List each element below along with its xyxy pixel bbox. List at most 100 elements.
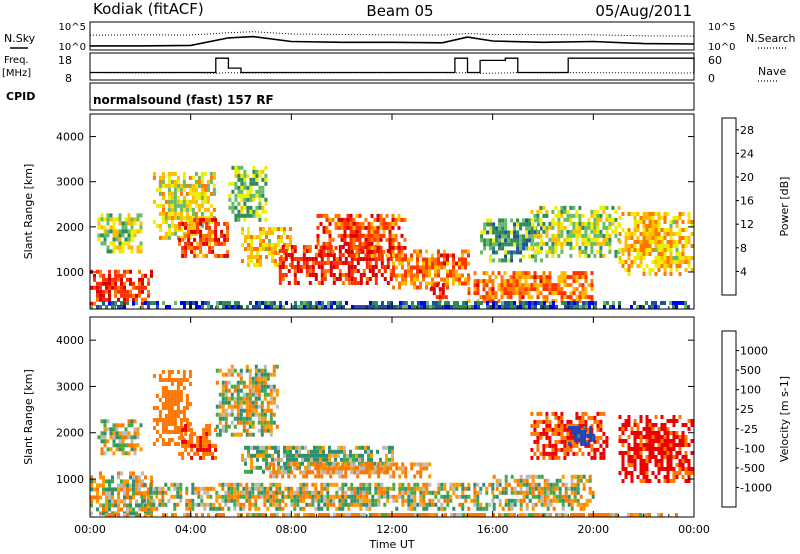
range-gate-cell — [645, 435, 649, 439]
range-gate-cell — [455, 482, 459, 487]
range-gate-cell — [510, 242, 514, 247]
range-gate-cell — [108, 281, 111, 286]
range-gate-cell — [672, 475, 676, 479]
range-gate-cell — [114, 289, 117, 294]
range-gate-cell — [395, 253, 398, 258]
range-gate-cell — [167, 235, 171, 240]
range-gate-cell — [191, 486, 195, 491]
range-gate-cell — [170, 402, 174, 406]
range-gate-cell — [560, 419, 564, 424]
range-gate-cell — [573, 305, 576, 309]
range-gate-cell — [350, 273, 354, 277]
range-gate-cell — [109, 213, 113, 218]
range-gate-cell — [525, 222, 529, 227]
range-gate-cell — [130, 439, 134, 444]
range-gate-cell — [325, 213, 329, 218]
range-gate-cell — [605, 233, 609, 238]
range-gate-cell — [329, 261, 333, 265]
range-gate-cell — [561, 506, 565, 511]
range-gate-cell — [515, 279, 519, 284]
range-gate-cell — [675, 431, 679, 435]
range-gate-cell — [557, 287, 561, 292]
range-gate-cell — [259, 255, 262, 259]
range-gate-cell — [277, 453, 280, 458]
range-gate-cell — [258, 305, 261, 309]
range-gate-cell — [576, 301, 579, 305]
range-gate-cell — [126, 293, 129, 298]
range-gate-cell — [687, 305, 690, 309]
range-gate-cell — [170, 406, 174, 410]
range-gate-cell — [687, 459, 691, 463]
range-gate-cell — [205, 451, 209, 456]
range-gate-cell — [521, 287, 525, 292]
range-gate-cell — [185, 191, 189, 196]
range-gate-cell — [339, 513, 342, 517]
range-gate-cell — [97, 221, 101, 226]
range-gate-cell — [245, 428, 249, 433]
range-gate-cell — [410, 498, 414, 503]
range-gate-cell — [167, 227, 171, 232]
range-gate-cell — [289, 227, 292, 231]
range-gate-cell — [639, 431, 643, 435]
range-gate-cell — [359, 281, 363, 285]
range-gate-cell — [551, 455, 555, 460]
range-gate-cell — [311, 265, 315, 269]
range-gate-cell — [432, 305, 435, 309]
range-gate-cell — [669, 451, 673, 455]
range-gate-cell — [575, 225, 579, 230]
range-gate-cell — [506, 279, 510, 284]
range-gate-cell — [187, 241, 191, 246]
range-gate-cell — [587, 237, 591, 242]
range-gate-cell — [126, 491, 129, 496]
range-gate-cell — [111, 495, 114, 500]
range-gate-cell — [320, 474, 324, 479]
range-gate-cell — [548, 439, 552, 444]
range-gate-cell — [224, 416, 228, 421]
range-gate-cell — [188, 502, 192, 507]
range-gate-cell — [236, 420, 240, 425]
range-gate-cell — [320, 482, 324, 487]
range-gate-cell — [606, 301, 609, 305]
range-gate-cell — [176, 203, 180, 208]
range-gate-cell — [521, 283, 525, 288]
range-gate-cell — [253, 465, 256, 470]
range-gate-cell — [254, 404, 258, 409]
range-gate-cell — [99, 511, 102, 516]
range-gate-cell — [120, 471, 123, 476]
range-gate-cell — [546, 305, 549, 309]
range-gate-cell — [199, 217, 203, 222]
range-gate-cell — [112, 439, 116, 444]
range-gate-cell — [277, 239, 280, 243]
range-gate-cell — [633, 423, 637, 427]
range-gate-cell — [247, 453, 250, 458]
range-gate-cell — [557, 233, 561, 238]
range-gate-cell — [392, 273, 395, 278]
range-gate-cell — [542, 431, 546, 436]
range-gate-cell — [278, 281, 282, 285]
range-gate-cell — [410, 265, 413, 270]
range-gate-cell — [563, 447, 567, 452]
range-gate-cell — [551, 209, 555, 214]
range-gate-cell — [129, 281, 132, 286]
range-gate-cell — [639, 264, 643, 268]
range-gate-cell — [292, 453, 295, 458]
range-gate-cell — [161, 195, 165, 200]
range-gate-cell — [195, 305, 198, 309]
range-gate-cell — [422, 506, 426, 511]
range-gate-cell — [124, 237, 128, 242]
range-gate-cell — [467, 275, 471, 280]
range-gate-cell — [443, 253, 446, 258]
range-gate-cell — [187, 225, 191, 230]
range-gate-cell — [331, 449, 334, 454]
range-gate-cell — [437, 257, 440, 262]
range-gate-cell — [329, 265, 333, 269]
range-gate-cell — [230, 498, 234, 503]
range-gate-cell — [231, 209, 235, 214]
range-gate-cell — [531, 506, 535, 511]
range-gate-cell — [243, 185, 247, 190]
range-gate-cell — [350, 462, 354, 467]
range-gate-cell — [368, 506, 372, 511]
range-gate-cell — [216, 513, 219, 517]
range-gate-cell — [651, 216, 655, 220]
range-gate-cell — [320, 269, 324, 273]
